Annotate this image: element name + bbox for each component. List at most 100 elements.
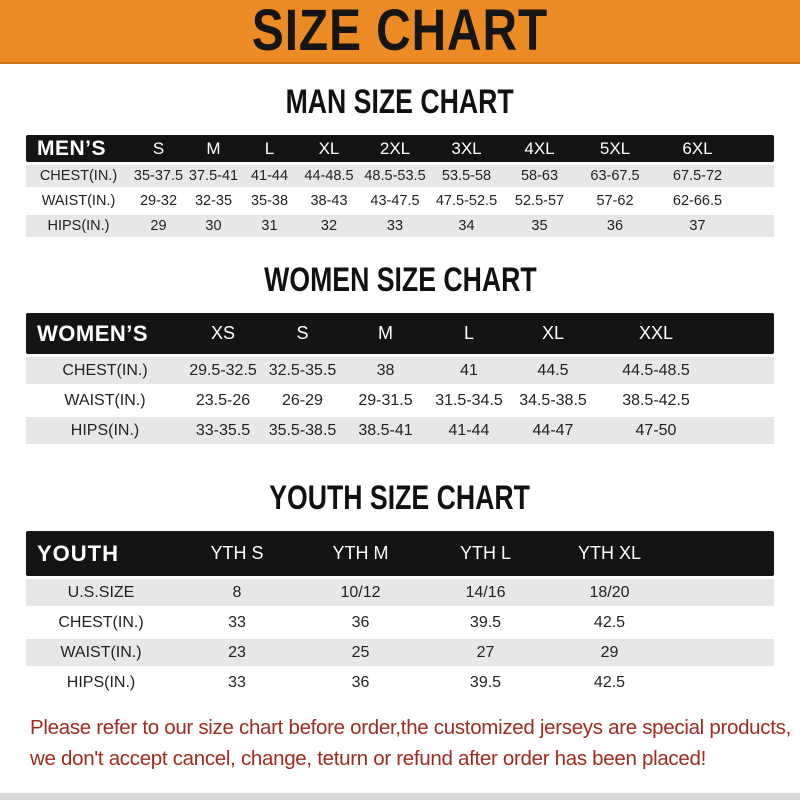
size-value: 31: [241, 215, 298, 238]
row-label: WAIST(IN.): [26, 387, 184, 415]
size-value: 53.5-58: [430, 165, 503, 188]
size-column-header: S: [262, 313, 343, 355]
man-size-chart-section: MAN SIZE CHART MEN’S S M L XL 2XL 3XL 4XL 5XL 6XL C…: [0, 64, 800, 240]
size-value: 58-63: [503, 165, 576, 188]
size-column-header: XS: [184, 313, 262, 355]
row-filler: [716, 387, 774, 415]
size-column-header: 4XL: [503, 135, 576, 163]
size-column-header: 3XL: [430, 135, 503, 163]
size-column-header: L: [428, 313, 510, 355]
size-column-header: XL: [510, 313, 596, 355]
measurement-row: U.S.SIZE 8 10/12 14/16 18/20: [26, 579, 774, 607]
size-chart-banner: SIZE CHART: [0, 0, 800, 64]
bottom-edge-strip: [0, 793, 800, 800]
row-label: U.S.SIZE: [26, 579, 176, 607]
size-column-header: YTH XL: [548, 531, 671, 577]
size-value: 25: [298, 639, 423, 667]
size-value: 44.5: [510, 357, 596, 385]
size-header-row: WOMEN’S XS S M L XL XXL: [26, 313, 774, 355]
size-value: 26-29: [262, 387, 343, 415]
row-filler: [741, 215, 774, 238]
header-filler: [741, 135, 774, 163]
order-policy-line-2: we don't accept cancel, change, teturn o…: [30, 747, 706, 771]
row-filler: [741, 190, 774, 213]
measurement-row: WAIST(IN.) 23.5-26 26-29 29-31.5 31.5-34.5 34…: [26, 387, 774, 415]
size-column-header: XXL: [596, 313, 716, 355]
size-value: 23.5-26: [184, 387, 262, 415]
size-value: 34.5-38.5: [510, 387, 596, 415]
size-value: 32-35: [186, 190, 241, 213]
size-value: 34: [430, 215, 503, 238]
size-value: 33: [176, 609, 298, 637]
size-value: 52.5-57: [503, 190, 576, 213]
size-value: 38-43: [298, 190, 360, 213]
measurement-row: HIPS(IN.) 33 36 39.5 42.5: [26, 669, 774, 697]
header-filler: [671, 531, 774, 577]
row-label: WAIST(IN.): [26, 639, 176, 667]
size-value: 35-38: [241, 190, 298, 213]
size-header-row: MEN’S S M L XL 2XL 3XL 4XL 5XL 6XL: [26, 135, 774, 163]
size-value: 41-44: [428, 417, 510, 445]
banner-title: SIZE CHART: [251, 0, 549, 64]
row-label: CHEST(IN.): [26, 357, 184, 385]
table-corner-label: WOMEN’S: [26, 313, 184, 355]
size-value: 35: [503, 215, 576, 238]
size-column-header: YTH S: [176, 531, 298, 577]
size-value: 18/20: [548, 579, 671, 607]
size-column-header: L: [241, 135, 298, 163]
size-value: 47.5-52.5: [430, 190, 503, 213]
row-label: HIPS(IN.): [26, 417, 184, 445]
size-value: 29.5-32.5: [184, 357, 262, 385]
size-value: 57-62: [576, 190, 654, 213]
size-value: 35.5-38.5: [262, 417, 343, 445]
size-value: 32.5-35.5: [262, 357, 343, 385]
row-filler: [671, 639, 774, 667]
order-policy-note: Please refer to our size chart before or…: [0, 712, 800, 774]
size-value: 44-47: [510, 417, 596, 445]
size-column-header: XL: [298, 135, 360, 163]
women-size-chart-table: WOMEN’S XS S M L XL XXL CHEST(IN.) 29.5-32.5 32.5…: [26, 310, 774, 447]
size-column-header: YTH M: [298, 531, 423, 577]
size-column-header: YTH L: [423, 531, 548, 577]
table-corner-label: YOUTH: [26, 531, 176, 577]
row-filler: [716, 357, 774, 385]
size-value: 43-47.5: [360, 190, 430, 213]
measurement-row: HIPS(IN.) 33-35.5 35.5-38.5 38.5-41 41-44 44-…: [26, 417, 774, 445]
size-value: 42.5: [548, 669, 671, 697]
size-value: 33: [360, 215, 430, 238]
size-column-header: M: [343, 313, 428, 355]
size-value: 27: [423, 639, 548, 667]
size-value: 44.5-48.5: [596, 357, 716, 385]
size-value: 33: [176, 669, 298, 697]
size-value: 44-48.5: [298, 165, 360, 188]
size-value: 32: [298, 215, 360, 238]
size-value: 31.5-34.5: [428, 387, 510, 415]
size-value: 29-31.5: [343, 387, 428, 415]
size-value: 48.5-53.5: [360, 165, 430, 188]
size-column-header: M: [186, 135, 241, 163]
size-value: 8: [176, 579, 298, 607]
row-label: CHEST(IN.): [26, 165, 131, 188]
size-value: 29: [548, 639, 671, 667]
row-label: CHEST(IN.): [26, 609, 176, 637]
size-value: 29: [131, 215, 186, 238]
size-value: 62-66.5: [654, 190, 741, 213]
size-value: 30: [186, 215, 241, 238]
size-value: 35-37.5: [131, 165, 186, 188]
size-value: 38: [343, 357, 428, 385]
youth-size-chart-title: YOUTH SIZE CHART: [269, 478, 531, 518]
size-value: 38.5-42.5: [596, 387, 716, 415]
row-filler: [716, 417, 774, 445]
size-value: 39.5: [423, 609, 548, 637]
size-value: 14/16: [423, 579, 548, 607]
measurement-row: WAIST(IN.) 29-32 32-35 35-38 38-43 43-47.5 47.…: [26, 190, 774, 213]
size-column-header: S: [131, 135, 186, 163]
size-value: 33-35.5: [184, 417, 262, 445]
row-label: HIPS(IN.): [26, 215, 131, 238]
header-filler: [716, 313, 774, 355]
row-filler: [741, 165, 774, 188]
table-corner-label: MEN’S: [26, 135, 131, 163]
order-policy-line-1: Please refer to our size chart before or…: [30, 716, 791, 740]
size-value: 10/12: [298, 579, 423, 607]
row-label: HIPS(IN.): [26, 669, 176, 697]
